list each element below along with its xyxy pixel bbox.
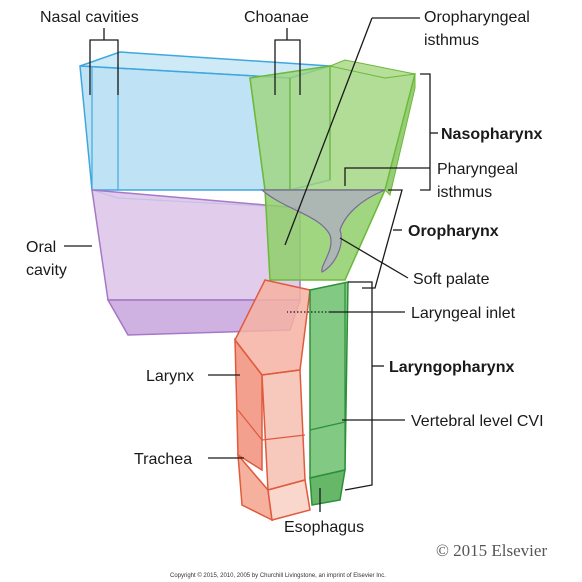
label-oral-cavity-line2: cavity [26,262,67,279]
label-vertebral-level: Vertebral level CVI [411,413,544,430]
esophagus-block [309,281,349,506]
label-nasal-cavities: Nasal cavities [40,9,139,26]
label-oral-cavity-line1: Oral [26,239,56,256]
label-larynx: Larynx [146,368,194,385]
soft-palate-shape [260,189,386,273]
label-oropharynx: Oropharynx [408,223,499,240]
label-esophagus: Esophagus [284,519,364,536]
label-laryngopharynx: Laryngopharynx [389,359,514,376]
pharynx-block [249,59,416,281]
larynx-block [234,279,311,522]
label-oropharyngeal-isthmus-line1: Oropharyngeal [424,9,530,26]
label-trachea: Trachea [134,451,192,468]
footer-copyright: Copyright © 2015, 2010, 2005 by Churchil… [170,572,386,579]
label-pharyngeal-isthmus-line1: Pharyngeal [437,161,518,178]
label-laryngeal-inlet: Laryngeal inlet [411,305,516,322]
label-oropharyngeal-isthmus-line2: isthmus [424,32,479,49]
label-soft-palate: Soft palate [413,271,490,288]
label-nasopharynx: Nasopharynx [441,126,542,143]
label-pharyngeal-isthmus-line2: isthmus [437,184,492,201]
label-choanae: Choanae [244,9,309,26]
leader-lines [64,17,438,512]
copyright-mark: © 2015 Elsevier [436,541,547,560]
